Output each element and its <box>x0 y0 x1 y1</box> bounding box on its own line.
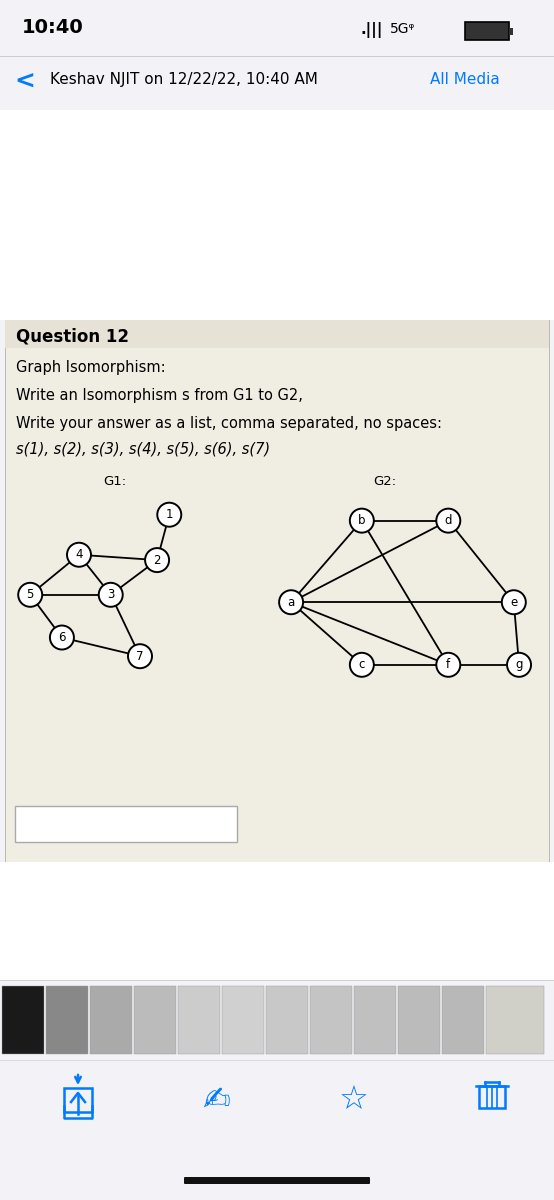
FancyBboxPatch shape <box>310 986 352 1054</box>
Circle shape <box>507 653 531 677</box>
Circle shape <box>502 590 526 614</box>
FancyBboxPatch shape <box>2 986 44 1054</box>
Text: g: g <box>515 659 523 671</box>
FancyBboxPatch shape <box>46 986 88 1054</box>
Text: Write your answer as a list, comma separated, no spaces:: Write your answer as a list, comma separ… <box>16 416 442 431</box>
Text: All Media: All Media <box>430 72 500 86</box>
Text: 5: 5 <box>27 588 34 601</box>
FancyBboxPatch shape <box>486 986 544 1054</box>
Text: 6: 6 <box>58 631 66 644</box>
FancyBboxPatch shape <box>178 986 220 1054</box>
Circle shape <box>350 509 374 533</box>
Text: 4: 4 <box>75 548 83 562</box>
FancyBboxPatch shape <box>0 980 554 1200</box>
Text: 7: 7 <box>136 649 143 662</box>
FancyBboxPatch shape <box>465 22 509 40</box>
Circle shape <box>128 644 152 668</box>
FancyBboxPatch shape <box>509 28 513 35</box>
Circle shape <box>99 583 123 607</box>
Text: Write an Isomorphism s from G1 to G2,: Write an Isomorphism s from G1 to G2, <box>16 388 303 403</box>
Text: Question 12: Question 12 <box>16 326 129 346</box>
Text: ☆: ☆ <box>339 1084 369 1116</box>
Circle shape <box>145 548 169 572</box>
Text: 10:40: 10:40 <box>22 18 84 37</box>
Text: Keshav NJIT on 12/22/22, 10:40 AM: Keshav NJIT on 12/22/22, 10:40 AM <box>50 72 318 86</box>
Circle shape <box>157 503 181 527</box>
Text: 3: 3 <box>107 588 115 601</box>
FancyBboxPatch shape <box>15 806 237 842</box>
Text: .|||: .||| <box>360 22 382 38</box>
FancyBboxPatch shape <box>266 986 308 1054</box>
Text: ✍: ✍ <box>202 1084 230 1116</box>
Text: 1: 1 <box>166 509 173 521</box>
Text: 5Gᵠ: 5Gᵠ <box>390 22 416 36</box>
FancyBboxPatch shape <box>0 862 554 980</box>
Text: e: e <box>510 595 517 608</box>
Text: <: < <box>14 70 35 94</box>
Circle shape <box>18 583 42 607</box>
FancyBboxPatch shape <box>354 986 396 1054</box>
Circle shape <box>279 590 303 614</box>
Circle shape <box>437 653 460 677</box>
Circle shape <box>350 653 374 677</box>
FancyBboxPatch shape <box>5 320 549 348</box>
FancyBboxPatch shape <box>134 986 176 1054</box>
Text: G1:: G1: <box>104 475 126 488</box>
FancyBboxPatch shape <box>90 986 132 1054</box>
FancyBboxPatch shape <box>398 986 440 1054</box>
Text: f: f <box>446 659 450 671</box>
Circle shape <box>437 509 460 533</box>
FancyBboxPatch shape <box>5 320 549 862</box>
Circle shape <box>50 625 74 649</box>
Text: s(1), s(2), s(3), s(4), s(5), s(6), s(7): s(1), s(2), s(3), s(4), s(5), s(6), s(7) <box>16 442 270 457</box>
Text: a: a <box>288 595 295 608</box>
FancyBboxPatch shape <box>442 986 484 1054</box>
Text: b: b <box>358 514 366 527</box>
Text: d: d <box>444 514 452 527</box>
Text: c: c <box>358 659 365 671</box>
Text: G2:: G2: <box>373 475 397 488</box>
FancyBboxPatch shape <box>184 1177 370 1184</box>
Circle shape <box>67 542 91 566</box>
FancyBboxPatch shape <box>222 986 264 1054</box>
FancyBboxPatch shape <box>0 110 554 320</box>
Text: Graph Isomorphism:: Graph Isomorphism: <box>16 360 166 374</box>
Text: 2: 2 <box>153 553 161 566</box>
